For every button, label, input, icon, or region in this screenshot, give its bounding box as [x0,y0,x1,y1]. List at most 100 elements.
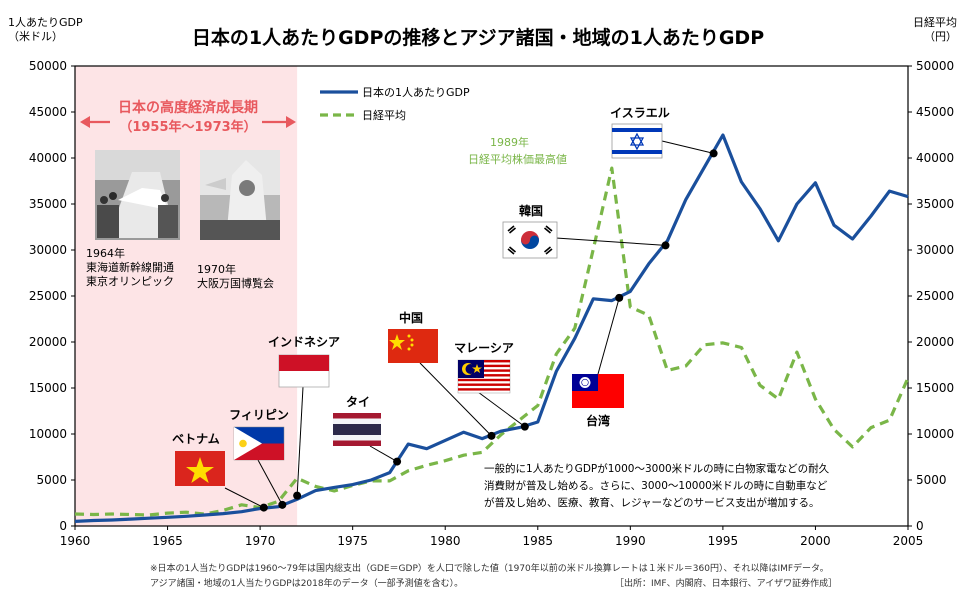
connector-korea [555,237,666,246]
country-dot [293,491,302,500]
right-y-tick-label: 0 [916,519,924,533]
legend: 日本の1人あたりGDP 日経平均 [320,85,470,122]
caption-1964-line2: 東海道新幹線開通 [86,260,174,274]
flag-malaysia [457,359,511,394]
right-y-tick-label: 40000 [916,151,954,165]
country-dot [278,500,287,509]
x-tick-label: 1965 [152,534,183,548]
chart-title: 日本の1人あたりGDPの推移とアジア諸国・地域の1人あたりGDP [192,26,764,49]
left-y-tick-label: 25000 [29,289,67,303]
flag-israel [611,123,663,159]
country-label-indonesia: インドネシア [268,335,340,349]
country-dot [487,431,496,440]
x-tick-label: 1980 [430,534,461,548]
description-line-1: 一般的に1人あたりGDPが1000～3000米ドルの時に白物家電などの耐久 [484,462,830,475]
flag-philippines [233,426,285,461]
expo-photo [200,150,280,240]
peak-label-year: 1989年 [490,135,529,149]
left-y-tick-label: 30000 [29,243,67,257]
right-y-tick-label: 15000 [916,381,954,395]
x-tick-label: 1995 [708,534,739,548]
connector-vietnam [224,487,265,509]
right-y-tick-label: 5000 [916,473,947,487]
country-dot [615,293,624,302]
country-label-china: 中国 [399,310,423,325]
x-tick-label: 1960 [60,534,91,548]
description-line-3: が普及し始め、医療、教育、レジャーなどのサービス支出が増加する。 [484,496,819,509]
right-y-tick-label: 35000 [916,197,954,211]
right-y-tick-label: 25000 [916,289,954,303]
country-dot [661,241,670,250]
flag-vietnam [175,451,225,486]
left-y-tick-label: 35000 [29,197,67,211]
country-label-israel: イスラエル [610,106,670,120]
connector-indonesia [296,386,304,496]
era-subtitle: （1955年～1973年） [119,119,256,135]
right-y-tick-label: 50000 [916,59,954,73]
left-y-tick-label: 10000 [29,427,67,441]
left-y-tick-label: 0 [59,519,67,533]
country-connectors [224,140,714,509]
left-y-tick-label: 40000 [29,151,67,165]
caption-1970-line2: 大阪万国博覧会 [197,276,274,290]
x-tick-label: 1970 [245,534,276,548]
country-label-philippines: フィリピン [229,408,289,422]
footnote-1: ※日本の1人当たりGDPは1960～79年は国内総支出（GDE＝GDP）を人口で… [150,564,829,574]
left-y-ticks: 0 5000 10000 15000 20000 25000 30000 35000 40000… [29,59,75,533]
connector-philippines [257,459,283,506]
caption-1970-year: 1970年 [197,262,236,276]
connector-malaysia [477,391,526,428]
right-axis-label-line2: （円） [924,30,957,43]
left-axis-label-line2: （米ドル） [8,30,63,43]
country-dot [393,457,402,466]
right-y-tick-label: 30000 [916,243,954,257]
left-y-tick-label: 15000 [29,381,67,395]
flag-china [388,329,438,363]
right-y-tick-label: 45000 [916,105,954,119]
country-dot [259,503,268,512]
peak-label-text: 日経平均株価最高値 [468,152,567,166]
x-tick-label: 1985 [523,534,554,548]
caption-1964-line3: 東京オリンピック [86,274,174,288]
left-y-tick-label: 5000 [36,473,67,487]
caption-1964-year: 1964年 [86,246,125,260]
legend-label-nikkei: 日経平均 [362,109,406,122]
series-line-nikkei [74,166,910,517]
country-label-vietnam: ベトナム [172,432,220,446]
legend-label-gdp: 日本の1人あたりGDP [362,85,470,99]
source-note: ［出所：IMF、内閣府、日本銀行、アイザワ証券作成］ [615,579,838,589]
connector-israel [661,140,714,154]
country-label-malaysia: マレーシア [454,341,514,355]
connector-thailand [369,445,398,463]
country-dot [520,422,529,431]
right-y-ticks: 0 5000 10000 15000 20000 25000 30000 35000 40000… [908,59,954,533]
flag-korea [502,221,558,259]
x-tick-label: 2005 [893,534,924,548]
left-axis-label-line1: 1人あたりGDP [8,16,83,29]
description-line-2: 消費財が普及し始める。さらに、3000～10000米ドルの時に自動車など [484,479,828,492]
x-tick-label: 2000 [800,534,831,548]
connector-taiwan [597,297,620,375]
x-ticks: 1960 1965 1970 1975 1980 1985 1990 1995 2000 2005 [60,526,924,548]
right-y-tick-label: 10000 [916,427,954,441]
left-y-tick-label: 20000 [29,335,67,349]
x-tick-label: 1990 [615,534,646,548]
country-dot [709,149,718,158]
left-y-tick-label: 50000 [29,59,67,73]
flag-thailand [333,413,381,446]
flag-taiwan [572,374,624,408]
era-title: 日本の高度経済成長期 [118,99,258,116]
footnote-2: アジア諸国・地域の1人当たりGDPは2018年のデータ（一部予測値を含む）。 [150,579,464,589]
left-y-tick-label: 45000 [29,105,67,119]
flag-indonesia [278,354,330,388]
country-dots [259,149,718,512]
shinkansen-photo [95,150,180,240]
right-axis-label-line1: 日経平均 [913,16,957,29]
connector-china [419,362,492,437]
country-label-korea: 韓国 [519,203,543,218]
country-label-thailand: タイ [346,395,370,409]
era-arrow [80,116,296,128]
right-y-tick-label: 20000 [916,335,954,349]
country-label-taiwan: 台湾 [586,413,610,428]
